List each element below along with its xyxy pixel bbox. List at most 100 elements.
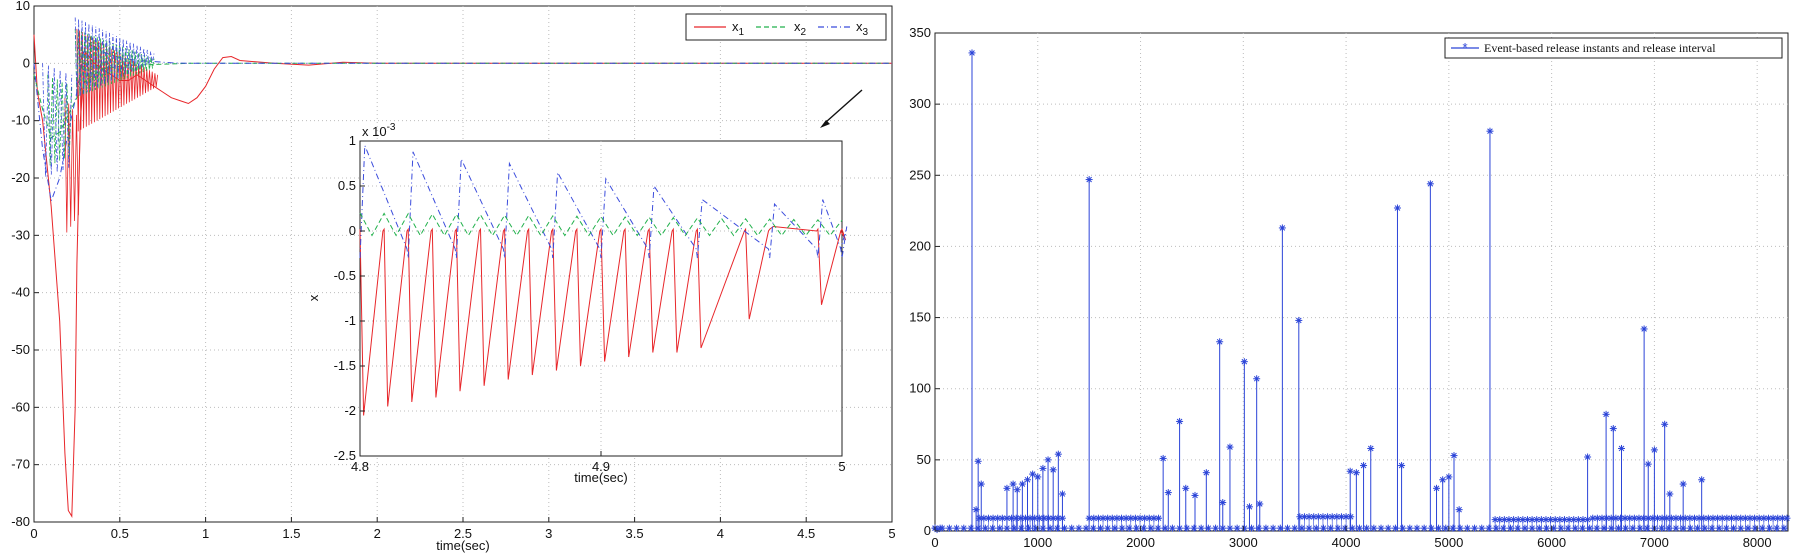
release-marker — [1346, 467, 1354, 475]
release-baseline-marker — [960, 524, 968, 532]
main-plot-legend: x1 x2 x3 — [685, 13, 887, 41]
release-baseline-marker — [1233, 524, 1241, 532]
release-marker — [1602, 410, 1610, 418]
release-marker — [1216, 338, 1224, 346]
release-marker — [1278, 224, 1286, 232]
series-x3-spikes — [42, 63, 73, 177]
x-tick-label: 4 — [717, 526, 724, 541]
release-marker — [974, 457, 982, 465]
y-tick-label: -50 — [11, 342, 30, 357]
x-tick-label: 2 — [374, 526, 381, 541]
release-band-marker — [1155, 514, 1163, 522]
release-marker — [1352, 469, 1360, 477]
release-baseline-marker — [1571, 524, 1579, 532]
release-baseline-marker — [1399, 524, 1407, 532]
release-marker — [1650, 446, 1658, 454]
main-plot-y-ticks: 10 0 -10 -20 -30 -40 -50 -60 -70 -80 — [11, 0, 39, 529]
release-marker — [1003, 484, 1011, 492]
release-baseline-marker — [945, 524, 953, 532]
release-baseline-marker — [1075, 524, 1083, 532]
inset-plot-x-ticks: 4.8 4.9 5 — [351, 451, 846, 474]
release-plot-legend: * Event-based release instants and relea… — [1444, 37, 1783, 59]
release-baseline-marker — [1284, 524, 1292, 532]
release-marker — [968, 49, 976, 57]
y-tick-label: -40 — [11, 285, 30, 300]
release-baseline-marker — [1327, 524, 1335, 532]
release-band-marker — [1496, 516, 1504, 524]
release-marker — [1058, 490, 1066, 498]
release-marker — [1666, 490, 1674, 498]
release-marker — [1640, 325, 1648, 333]
release-band-marker — [1314, 513, 1322, 521]
y-tick-label: 250 — [909, 167, 931, 182]
y-tick-label: 200 — [909, 238, 931, 253]
release-band-marker — [1113, 514, 1121, 522]
series-x1-oscillation — [76, 28, 158, 132]
y-tick-label: -2.5 — [334, 448, 356, 463]
x-tick-label: 3 — [545, 526, 552, 541]
y-tick-label: 150 — [909, 310, 931, 325]
x-tick-label: 2.5 — [454, 526, 472, 541]
release-baseline-marker — [1578, 524, 1586, 532]
release-baseline-marker — [1334, 524, 1342, 532]
release-baseline-marker — [1528, 524, 1536, 532]
x-tick-label: 0 — [931, 535, 938, 550]
release-baseline-marker — [1557, 524, 1565, 532]
release-baseline-marker — [1082, 524, 1090, 532]
release-interval-plot: 0 1000 2000 3000 4000 5000 6000 7000 8000 350300… — [909, 25, 1791, 550]
release-baseline-marker — [1262, 524, 1270, 532]
release-baseline-marker — [1125, 524, 1133, 532]
y-tick-label: -30 — [11, 227, 30, 242]
release-marker — [1433, 484, 1441, 492]
release-baseline-marker — [1636, 524, 1644, 532]
release-baseline-marker — [1017, 524, 1025, 532]
release-baseline-marker — [1492, 524, 1500, 532]
y-tick-label: -1.5 — [334, 358, 356, 373]
inset-plot-y-label: x — [306, 294, 321, 301]
release-marker — [1164, 489, 1172, 497]
release-band-marker — [1347, 513, 1355, 521]
release-baseline-marker — [1643, 524, 1651, 532]
x-tick-label: 5000 — [1434, 535, 1463, 550]
release-baseline-marker — [1614, 524, 1622, 532]
release-baseline-marker — [1089, 524, 1097, 532]
y-tick-label: -2 — [344, 403, 356, 418]
release-band-marker — [1741, 514, 1749, 522]
series-x1-spikes — [64, 97, 81, 233]
main-plot-x-label: time(sec) — [436, 538, 489, 553]
release-marker — [1584, 453, 1592, 461]
inset-plot: 4.8 4.9 5 10.50-0.5-1-1.5-2-2.5 time(sec) … — [306, 122, 848, 485]
release-band-marker — [1774, 514, 1782, 522]
release-band-marker — [1598, 514, 1606, 522]
release-band-marker — [1751, 514, 1759, 522]
release-baseline-marker — [1118, 524, 1126, 532]
x-tick-label: 2000 — [1126, 535, 1155, 550]
release-band-marker — [1621, 514, 1629, 522]
release-baseline-marker — [1694, 524, 1702, 532]
release-marker — [1245, 503, 1253, 511]
x-tick-label: 6000 — [1537, 535, 1566, 550]
release-baseline-marker — [1507, 524, 1515, 532]
release-baseline-marker — [1499, 524, 1507, 532]
release-baseline-marker — [1010, 524, 1018, 532]
release-plot-x-ticks: 0 1000 2000 3000 4000 5000 6000 7000 8000 — [931, 526, 1772, 550]
x-tick-label: 4000 — [1332, 535, 1361, 550]
release-marker — [1295, 316, 1303, 324]
x-tick-label: 1000 — [1023, 535, 1052, 550]
series-x1-line — [33, 34, 892, 519]
y-tick-label: -60 — [11, 399, 30, 414]
legend-label-release: Event-based release instants and release… — [1484, 41, 1716, 55]
release-band-marker — [1635, 514, 1643, 522]
release-baseline-marker — [1377, 524, 1385, 532]
release-baseline-marker — [1744, 524, 1752, 532]
legend-label-x1: x1 — [732, 19, 745, 38]
x-tick-label: 4.9 — [592, 459, 610, 474]
release-baseline-marker — [1442, 524, 1450, 532]
release-marker — [1679, 480, 1687, 488]
y-tick-label: 0 — [924, 523, 931, 538]
main-plot-x-ticks: 0 0.5 1 1.5 2 2.5 3 3.5 4 4.5 5 — [30, 517, 896, 541]
release-baseline-marker — [1463, 524, 1471, 532]
y-tick-label: 50 — [917, 452, 931, 467]
release-baseline-marker — [1708, 524, 1716, 532]
release-marker — [1240, 358, 1248, 366]
